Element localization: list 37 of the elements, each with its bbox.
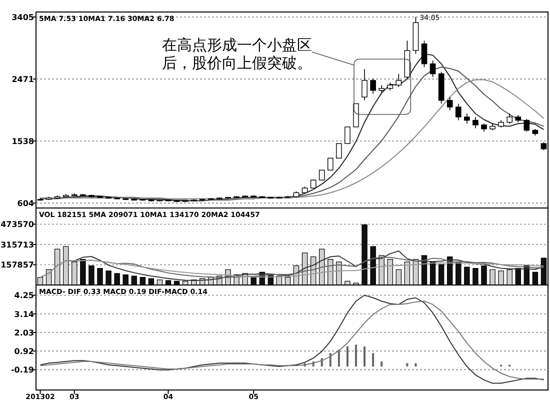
candlestick (327, 158, 334, 170)
bar (380, 361, 383, 367)
y-tick-label: -0.19 (10, 366, 34, 375)
candlestick (421, 40, 428, 68)
y-tick-label: 2.03 (14, 328, 34, 338)
y-tick-label: 3.14 (14, 310, 34, 319)
candlestick (396, 73, 402, 88)
y-tick-label: 3405 (12, 12, 34, 22)
y-tick-label: 4.25 (14, 291, 34, 300)
y-tick-label: 0.92 (14, 347, 34, 356)
bar (372, 353, 374, 367)
y-tick-label: 604 (17, 199, 34, 208)
y-tick-label: 315713 (0, 240, 34, 250)
candlestick (455, 103, 462, 121)
bar (355, 344, 357, 367)
bar (414, 363, 417, 367)
candlestick (524, 118, 530, 132)
y-tick-label: 1538 (12, 137, 34, 146)
y-tick-label: 157857 (0, 260, 34, 270)
bar (338, 350, 340, 367)
candlestick (370, 78, 376, 94)
candlestick (353, 103, 359, 128)
candlestick (472, 116, 478, 129)
bar (364, 346, 366, 367)
candlestick (464, 113, 470, 124)
candlestick (430, 60, 436, 78)
y-tick-label: 2471 (12, 75, 34, 84)
candlestick (344, 126, 350, 144)
annotation: 在高点形成一个小盘区后，股价向上假突破。 (162, 36, 312, 72)
candlestick (446, 96, 453, 111)
y-tick-label: 473570 (0, 220, 34, 230)
candlestick (318, 170, 325, 180)
candlestick (362, 68, 368, 101)
bar (406, 363, 408, 367)
candlestick (506, 113, 513, 124)
candlestick (336, 143, 342, 159)
bar (346, 346, 348, 367)
